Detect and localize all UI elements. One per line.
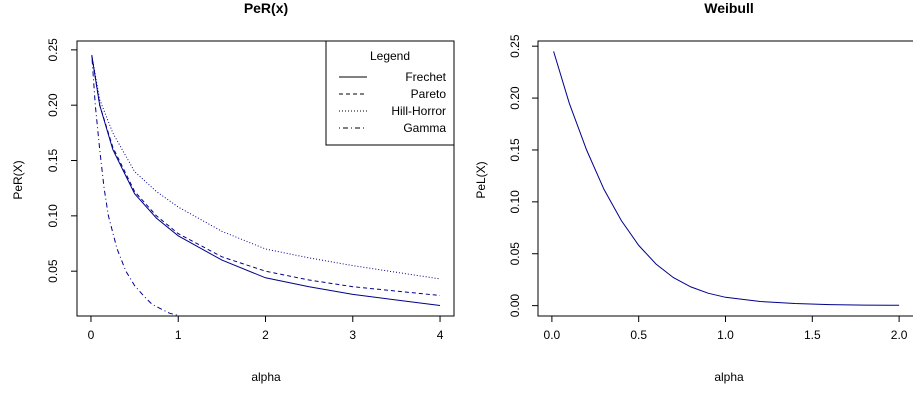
y-tick-label: 0.20 <box>508 86 522 110</box>
chart-title: Weibull <box>704 0 754 16</box>
y-tick-label: 0.25 <box>46 38 60 62</box>
series-group <box>553 51 900 306</box>
y-axis-label: PeL(X) <box>474 161 488 198</box>
y-tick-label: 0.00 <box>508 294 522 318</box>
y-tick-label: 0.05 <box>46 259 60 283</box>
x-tick-label: 1.0 <box>717 328 734 342</box>
legend-title: Legend <box>370 49 410 63</box>
x-tick-label: 1.5 <box>804 328 821 342</box>
x-tick-label: 4 <box>437 328 444 342</box>
x-axis: 0.0 0.5 1.0 1.5 2.0 <box>544 315 908 342</box>
series-line-gamma <box>91 55 179 316</box>
legend-entry-hill-horror: Hill-Horror <box>391 104 446 118</box>
y-tick-label: 0.10 <box>46 204 60 228</box>
x-tick-label: 0.0 <box>544 328 561 342</box>
x-tick-label: 2 <box>262 328 269 342</box>
x-tick-label: 2.0 <box>891 328 908 342</box>
series-line-weibull <box>553 51 900 306</box>
legend: Legend Frechet Pareto Hill-Horror Gamma <box>325 40 455 146</box>
y-axis: 0.00 0.05 0.10 0.15 0.20 0.25 <box>508 34 539 318</box>
y-tick-label: 0.15 <box>508 138 522 162</box>
y-tick-label: 0.10 <box>508 190 522 214</box>
series-line-pareto <box>91 55 441 296</box>
y-tick-label: 0.05 <box>508 242 522 266</box>
y-axis-label: PeR(X) <box>11 160 25 199</box>
series-line-frechet <box>91 55 441 306</box>
x-axis: 0 1 2 3 4 <box>88 315 444 342</box>
plot-frame <box>537 40 913 317</box>
x-axis-label: alpha <box>714 370 744 384</box>
chart-title: PeR(x) <box>244 0 288 16</box>
x-tick-label: 0 <box>88 328 95 342</box>
series-group <box>91 55 441 316</box>
x-tick-label: 0.5 <box>630 328 647 342</box>
x-tick-label: 3 <box>349 328 356 342</box>
y-tick-label: 0.15 <box>46 149 60 173</box>
y-tick-label: 0.20 <box>46 93 60 117</box>
y-axis: 0.05 0.10 0.15 0.20 0.25 <box>46 38 78 283</box>
legend-entry-pareto: Pareto <box>411 87 447 101</box>
x-tick-label: 1 <box>175 328 182 342</box>
legend-entry-frechet: Frechet <box>405 70 446 84</box>
legend-entry-gamma: Gamma <box>403 121 446 135</box>
x-axis-label: alpha <box>251 370 281 384</box>
y-tick-label: 0.25 <box>508 34 522 58</box>
chart-weibull: Weibull 0.0 0.5 1.0 1.5 2.0 0.00 0.05 0.10 0.15… <box>474 0 913 384</box>
